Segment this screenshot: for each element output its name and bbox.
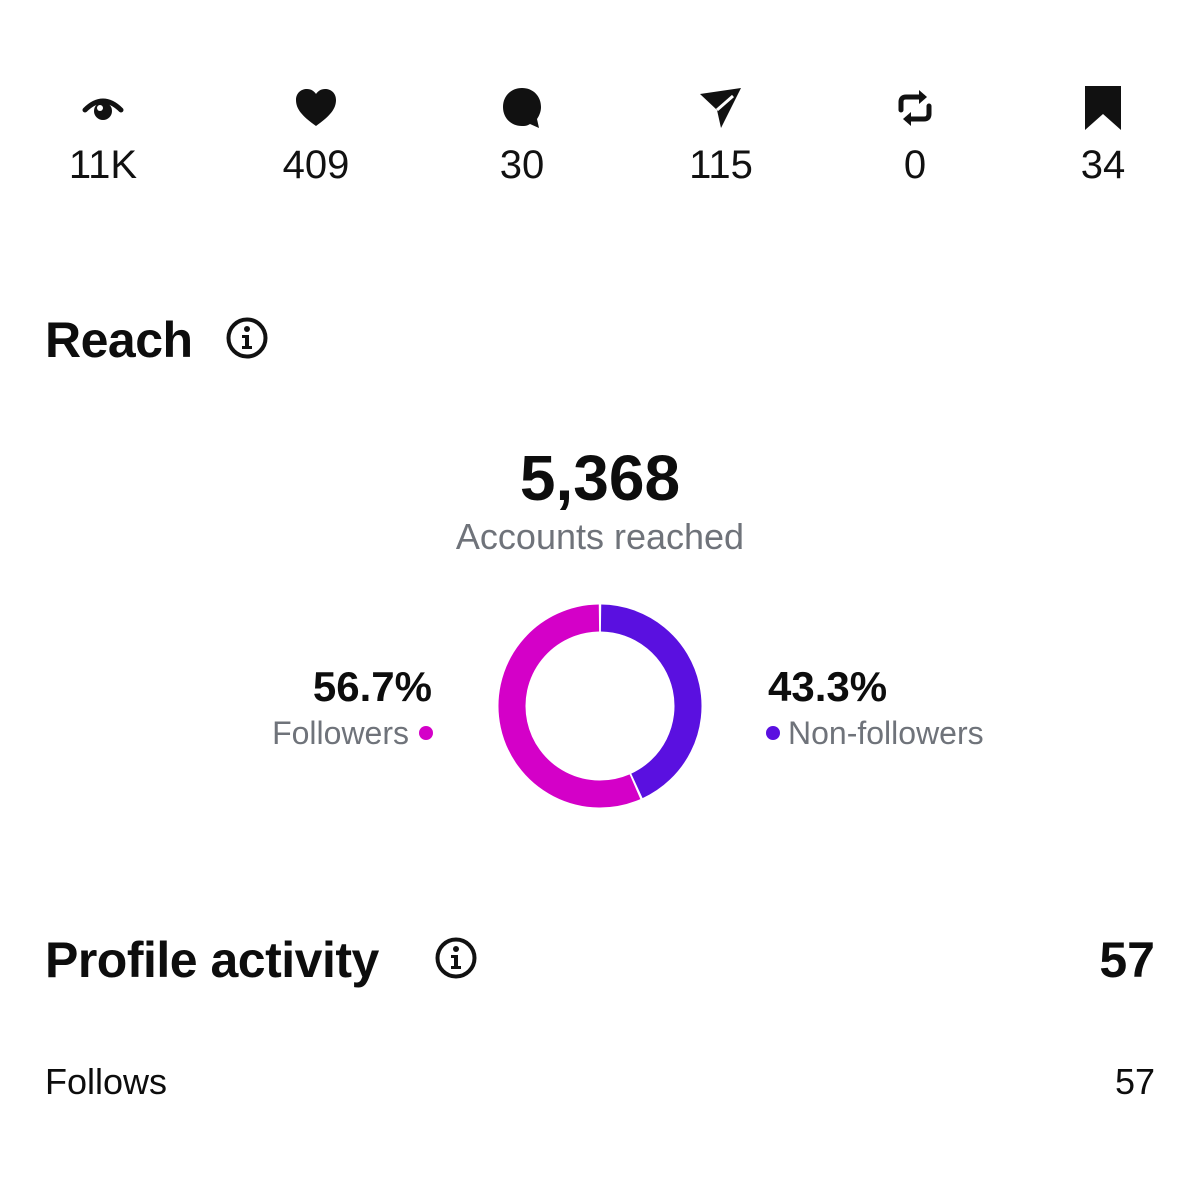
likes-metric[interactable]: 409 (236, 84, 396, 188)
non-followers-legend: Non-followers (766, 713, 984, 753)
comments-metric[interactable]: 30 (442, 84, 602, 188)
heart-icon (296, 89, 336, 126)
eye-icon (82, 98, 124, 120)
non-followers-dot (766, 726, 780, 740)
follows-label: Follows (45, 1061, 168, 1102)
send-icon (700, 88, 741, 128)
views-metric[interactable]: 11K (23, 84, 183, 188)
likes-count: 409 (282, 143, 350, 187)
metrics-row: 11K 409 30 115 0 34 (0, 84, 1200, 204)
non-followers-segment (600, 604, 702, 799)
profile-activity-info-icon[interactable] (434, 936, 478, 980)
reposts-count: 0 (903, 143, 927, 187)
shares-count: 115 (689, 143, 753, 187)
reach-donut-chart (498, 604, 702, 808)
followers-legend: Followers (272, 713, 433, 753)
accounts-reached-label: Accounts reached (455, 516, 745, 557)
reposts-metric[interactable]: 0 (835, 84, 995, 188)
profile-activity-title: Profile activity (45, 932, 379, 988)
followers-percent: 56.7% (312, 663, 432, 710)
saves-metric[interactable]: 34 (1023, 84, 1183, 188)
reach-title: Reach (45, 312, 193, 368)
shares-metric[interactable]: 115 (641, 84, 801, 188)
followers-label: Followers (272, 715, 409, 751)
profile-activity-total: 57 (1099, 932, 1155, 988)
followers-dot (419, 726, 433, 740)
comment-icon (503, 88, 541, 128)
saves-count: 34 (1080, 143, 1126, 187)
follows-value: 57 (1114, 1061, 1155, 1102)
bookmark-icon (1085, 86, 1121, 130)
non-followers-percent: 43.3% (768, 663, 888, 710)
views-count: 11K (68, 143, 138, 187)
reach-info-icon[interactable] (225, 316, 269, 360)
accounts-reached-count: 5,368 (519, 442, 681, 514)
comments-count: 30 (499, 143, 545, 187)
non-followers-label: Non-followers (788, 715, 984, 751)
repost-icon (898, 90, 932, 126)
followers-segment (498, 604, 641, 808)
